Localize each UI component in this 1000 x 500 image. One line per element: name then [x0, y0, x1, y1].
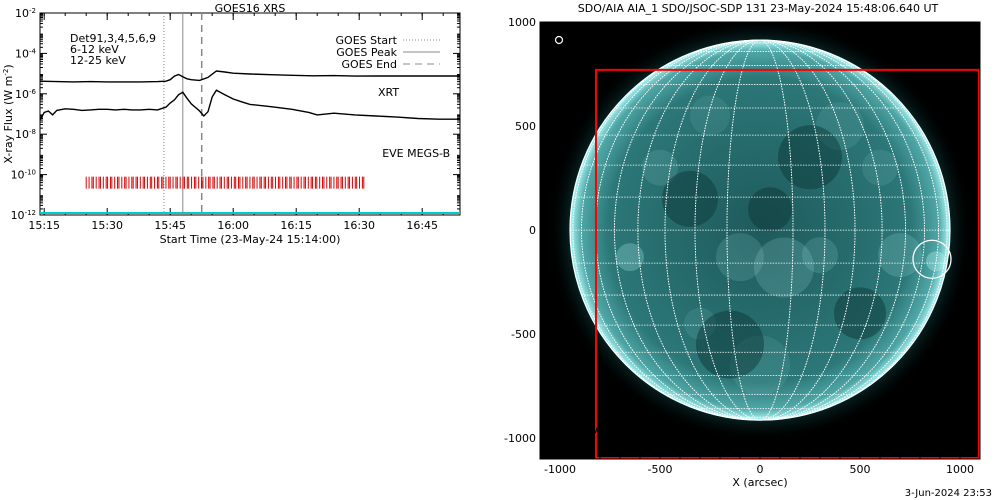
- goes-axes-frame: [39, 12, 461, 216]
- aia-bright-region: [862, 149, 898, 186]
- goes-energy-legend-label: 12-25 keV: [70, 54, 126, 67]
- aia-y-tick-label: 0: [529, 224, 536, 237]
- aia-y-tick-label: 500: [515, 120, 536, 133]
- aia-bright-region: [878, 233, 922, 278]
- goes-y-tick-base: 10: [11, 169, 25, 182]
- aia-dark-region: [662, 170, 718, 227]
- footer-date: 3-Jun-2024 23:53: [904, 488, 992, 499]
- aia-chart-title: SDO/AIA AIA_1 SDO/JSOC-SDP 131 23-May-20…: [578, 2, 939, 15]
- goes-flux-series-line: [39, 70, 460, 83]
- aia-flare-location-circle: [912, 239, 952, 279]
- goes-y-tick-base: 10: [15, 128, 29, 141]
- goes-y-tick-label: 10-10: [11, 169, 36, 182]
- aia-xrt-fov-label: XRT FOV: [552, 423, 599, 436]
- aia-dark-region: [748, 187, 792, 232]
- aia-bright-region: [684, 307, 716, 340]
- goes-x-tick-label: 16:45: [406, 219, 438, 232]
- goes-y-tick-base: 10: [15, 47, 29, 60]
- goes-y-tick-base: 10: [15, 88, 29, 101]
- aia-x-tick-label: 1000: [946, 463, 974, 476]
- aia-disk-texture: [616, 95, 946, 396]
- aia-bright-region: [616, 243, 644, 272]
- goes-y-tick-label: 10-8: [15, 128, 36, 141]
- aia-legend-label: AIA flare location: [567, 34, 661, 47]
- aia-xrt-fov-box: [595, 68, 980, 459]
- aia-limb-outline: [569, 39, 951, 421]
- aia-x-tick-label: 0: [757, 463, 764, 476]
- aia-x-tick-label: -1000: [544, 463, 576, 476]
- goes-chart-title: GOES16 XRS: [215, 2, 286, 15]
- aia-dark-region: [834, 287, 886, 340]
- aia-bright-region: [754, 237, 814, 298]
- aia-dark-region: [778, 125, 842, 190]
- goes-x-tick-label: 16:30: [343, 219, 375, 232]
- goes-y-axis-label-exp: -2: [2, 69, 10, 76]
- aia-plot-area: XRT FOV AIA flare location -1000 -500 0 500 10…: [504, 16, 981, 476]
- goes-y-tick-label: 10-12: [11, 209, 36, 222]
- goes-legend-label: GOES Peak: [336, 46, 397, 59]
- goes-y-tick-base: 10: [11, 209, 25, 222]
- goes-y-axis-label-close: ): [2, 64, 15, 68]
- goes-x-tick-label: 15:15: [28, 219, 60, 232]
- goes-x-tick-label: 15:45: [154, 219, 186, 232]
- goes-x-tick-label: 16:15: [280, 219, 312, 232]
- goes-legend-label: GOES Start: [336, 34, 398, 47]
- aia-heliographic-grid: [569, 39, 951, 421]
- goes-flux-series-line: [39, 89, 460, 121]
- goes-xrs-panel: GOES16 XRS 10-210-410-610-810-1010-1215:…: [2, 2, 461, 246]
- goes-y-tick-exp: -12: [25, 209, 36, 217]
- aia-y-tick-label: -500: [511, 328, 536, 341]
- goes-x-tick-label: 15:30: [91, 219, 123, 232]
- aia-x-tick-label: 500: [850, 463, 871, 476]
- goes-legend-label: GOES End: [341, 58, 397, 71]
- goes-x-axis-label: Start Time (23-May-24 15:14:00): [160, 233, 341, 246]
- aia-grid-longitude: [614, 39, 906, 421]
- goes-y-tick-label: 10-4: [15, 47, 37, 60]
- goes-y-tick-exp: -4: [29, 47, 37, 55]
- goes-y-axis-label-main: X-ray Flux (W m: [2, 76, 15, 164]
- aia-dark-region: [696, 310, 764, 379]
- aia-y-tick-label: 1000: [508, 16, 536, 29]
- aia-bright-region: [816, 102, 864, 151]
- goes-energy-legend-label: 6-12 keV: [70, 43, 119, 56]
- goes-eve-annotation: EVE MEGS-B: [382, 147, 450, 160]
- aia-image-panel: SDO/AIA AIA_1 SDO/JSOC-SDP 131 23-May-20…: [504, 2, 981, 489]
- goes-y-axis-label: X-ray Flux (W m-2): [2, 64, 15, 163]
- goes-y-tick-exp: -10: [25, 169, 36, 177]
- goes-y-tick-exp: -6: [29, 88, 37, 96]
- aia-bright-region: [690, 95, 730, 136]
- goes-y-tick-base: 10: [15, 7, 29, 20]
- goes-y-tick-label: 10-2: [15, 7, 36, 20]
- goes-y-tick-exp: -8: [29, 128, 36, 136]
- aia-y-tick-label: -1000: [504, 432, 536, 445]
- aia-grid-longitude: [694, 39, 826, 421]
- aia-image-clip: XRT FOV AIA flare location: [540, 22, 980, 459]
- aia-legend-symbol: [554, 35, 564, 45]
- aia-grid-longitude: [572, 39, 948, 421]
- aia-bright-region: [926, 251, 946, 272]
- aia-x-axis-label: X (arcsec): [732, 476, 787, 489]
- goes-energy-legend-label: Det91,3,4,5,6,9: [70, 32, 156, 45]
- goes-xrt-annotation: XRT: [378, 86, 399, 99]
- goes-y-tick-label: 10-6: [15, 88, 37, 101]
- aia-bright-region: [730, 335, 790, 396]
- aia-bright-region: [802, 237, 838, 274]
- goes-x-tick-label: 16:00: [217, 219, 249, 232]
- aia-bright-region: [716, 233, 764, 282]
- aia-x-tick-label: -500: [648, 463, 673, 476]
- goes-y-tick-exp: -2: [29, 7, 36, 15]
